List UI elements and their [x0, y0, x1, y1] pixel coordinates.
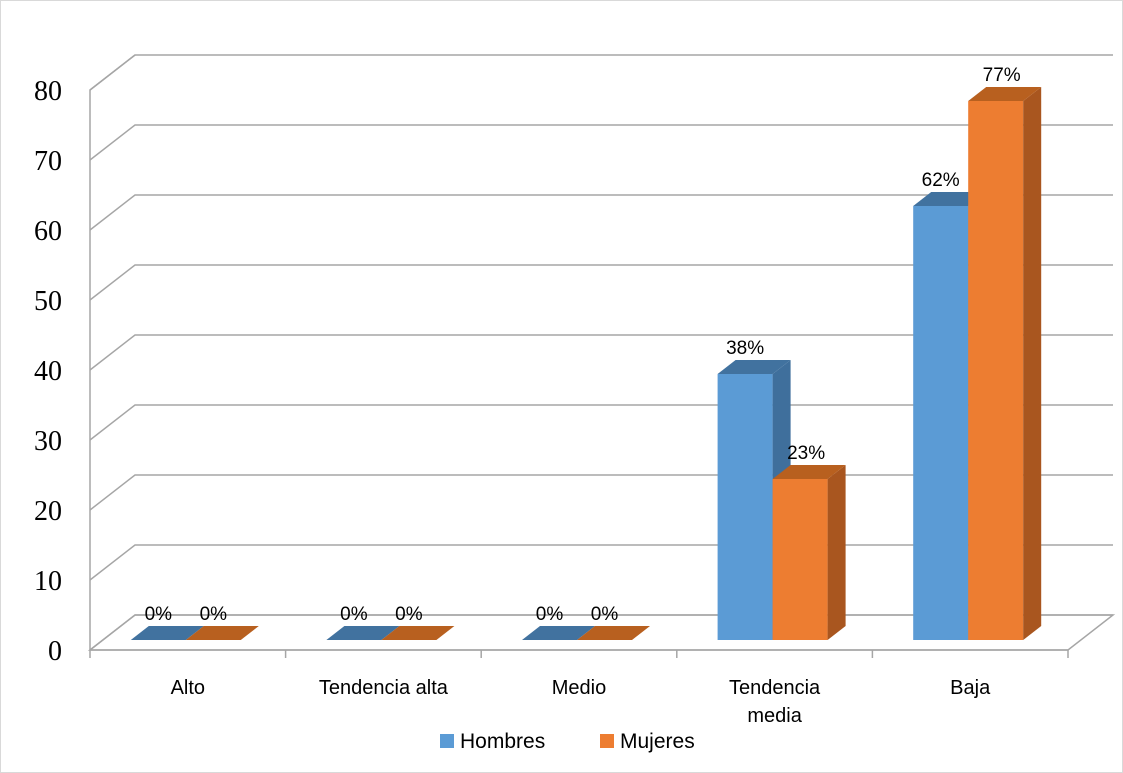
x-tick-label: Tendencia	[729, 677, 821, 699]
y-tick-label: 50	[34, 286, 62, 317]
bar-top	[130, 626, 204, 640]
bar	[185, 626, 259, 640]
data-label: 0%	[536, 604, 564, 625]
legend: Hombres Mujeres	[440, 730, 695, 753]
gridline	[89, 334, 1113, 371]
data-label: 77%	[983, 65, 1021, 86]
bar	[381, 626, 455, 640]
y-tick-label: 70	[34, 146, 62, 177]
y-tick-label: 10	[34, 566, 62, 597]
bar-top	[968, 87, 1042, 101]
data-label: 0%	[591, 604, 619, 625]
bar	[130, 626, 204, 640]
y-tick-label: 30	[34, 426, 62, 457]
bar	[968, 87, 1042, 640]
y-tick-label: 40	[34, 356, 62, 387]
bar-top	[185, 626, 259, 640]
bar	[326, 626, 400, 640]
bar-side	[1023, 87, 1042, 640]
bar	[522, 626, 595, 640]
data-label: 0%	[200, 604, 228, 625]
x-tick-label: Baja	[950, 677, 991, 699]
bar	[577, 626, 650, 640]
gridline	[89, 194, 1113, 231]
y-axis-ticks: 0 10 20 30 40 50 60 70 80	[34, 76, 62, 667]
bar-top	[326, 626, 400, 640]
data-label: 0%	[395, 604, 423, 625]
x-tick-label: Tendencia alta	[319, 677, 449, 699]
bar-front	[717, 374, 773, 640]
data-label: 0%	[340, 604, 368, 625]
x-tick-label: Medio	[552, 677, 606, 699]
bar-top	[772, 465, 846, 479]
legend-swatch	[600, 734, 614, 748]
bars	[130, 87, 1042, 640]
x-axis: Alto Tendencia alta Medio Tendencia media Baj…	[89, 649, 1069, 727]
legend-swatch	[440, 734, 454, 748]
data-label: 0%	[145, 604, 173, 625]
data-labels: 0% 0% 0% 0% 0% 0% 38% 23% 62% 77%	[145, 65, 1021, 625]
y-tick-label: 20	[34, 496, 62, 527]
bar-top	[381, 626, 455, 640]
x-tick-label: Alto	[171, 677, 205, 699]
legend-label: Hombres	[460, 730, 545, 753]
bar-top	[717, 360, 791, 374]
data-label: 62%	[922, 170, 960, 191]
bar-front	[772, 479, 828, 640]
bar-top	[522, 626, 595, 640]
y-tick-label: 60	[34, 216, 62, 247]
gridline	[89, 264, 1113, 301]
data-label: 23%	[787, 443, 825, 464]
gridline	[89, 54, 1113, 91]
y-tick-label: 80	[34, 76, 62, 107]
bar-top	[913, 192, 987, 206]
bar-front	[913, 206, 969, 640]
bar	[772, 465, 846, 640]
bar-top	[577, 626, 650, 640]
legend-label: Mujeres	[620, 730, 695, 753]
bar-front	[968, 101, 1024, 640]
gridline	[89, 124, 1113, 161]
bar-side	[827, 465, 846, 640]
data-label: 38%	[726, 338, 764, 359]
y-tick-label: 0	[48, 636, 62, 667]
x-tick-label: media	[747, 705, 802, 727]
